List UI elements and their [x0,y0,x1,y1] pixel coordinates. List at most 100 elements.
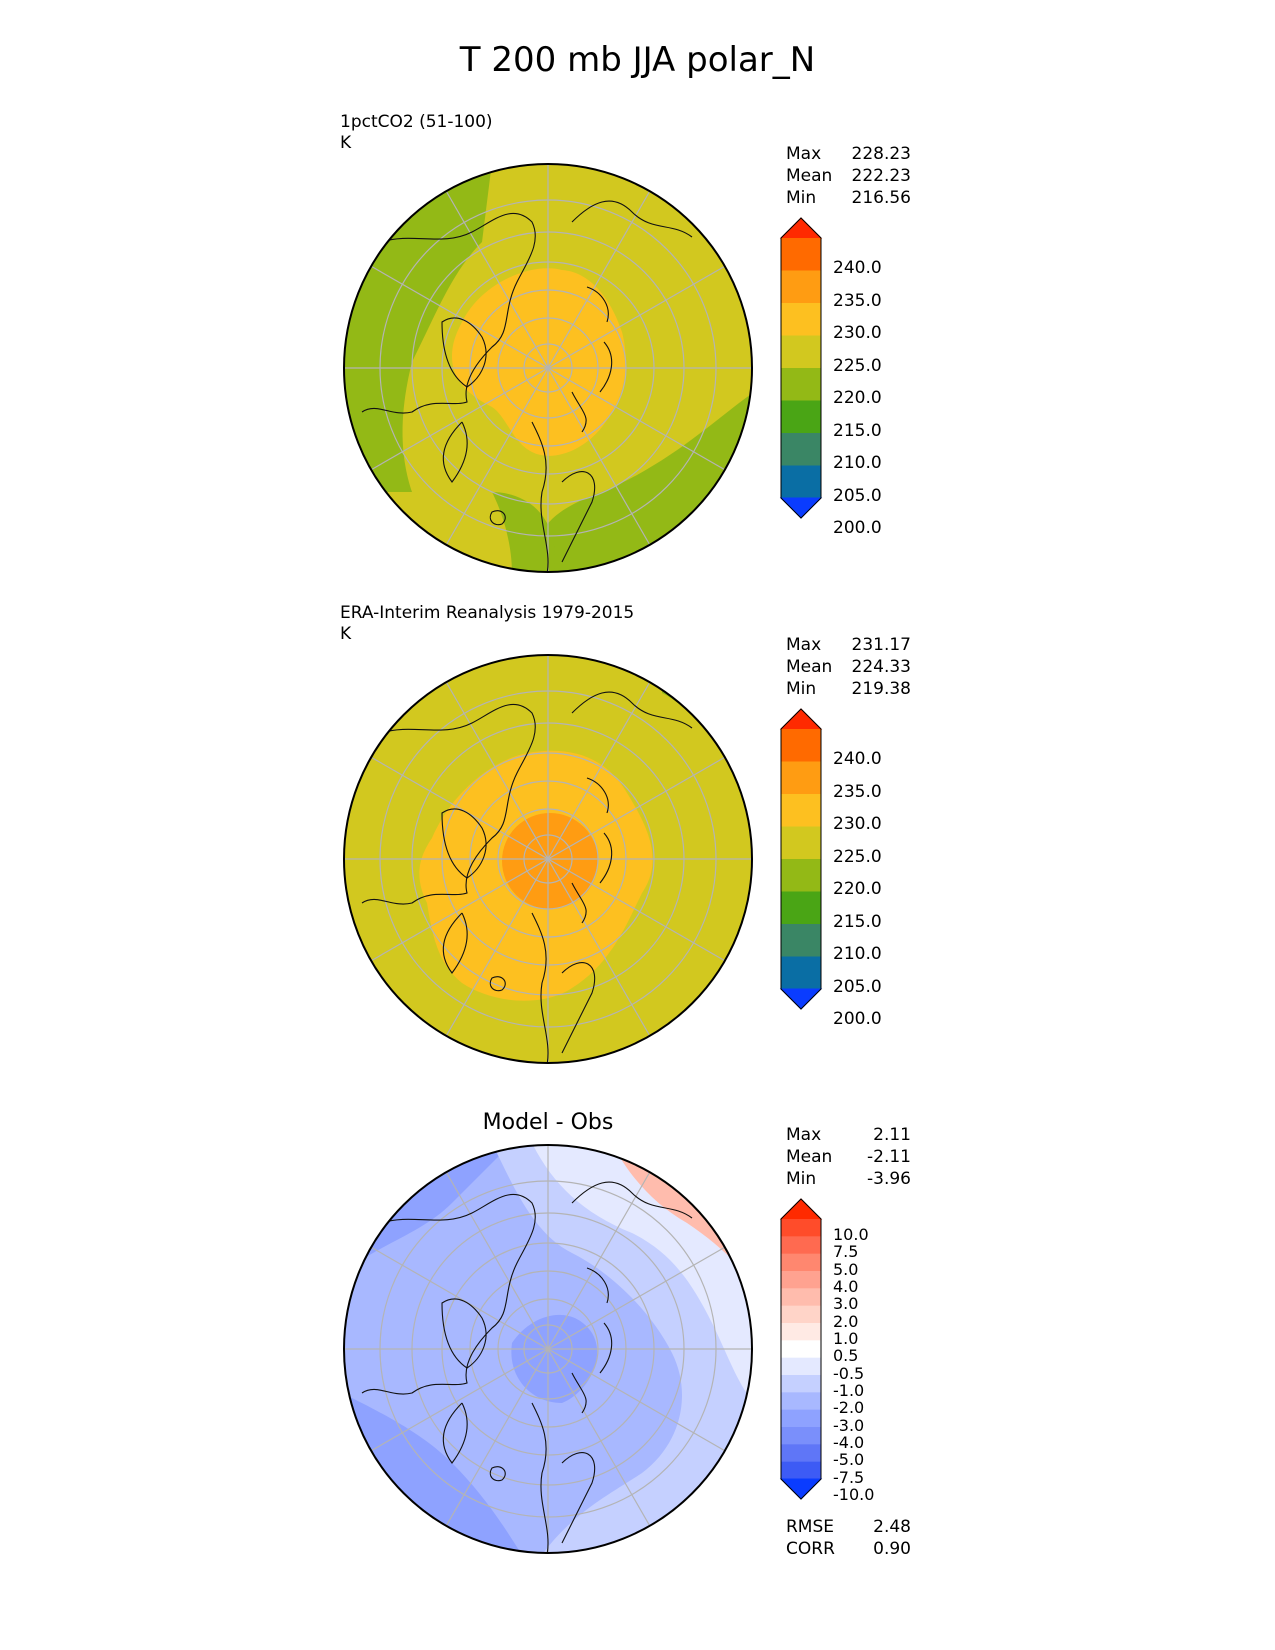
colorbar-segment [781,1357,821,1376]
colorbar-segment [781,1392,821,1411]
panel-model-units: K [340,133,352,153]
colorbar-tick-label: -3.0 [833,1415,865,1435]
colorbar-outline [780,217,822,519]
colorbar-tick-label: 205.0 [833,976,882,997]
colorbar-segment [781,335,821,369]
colorbar-segment [781,465,821,499]
graticule [344,164,752,572]
colorbar-segment [781,1375,821,1393]
stat-value: 219.38 [851,679,911,699]
colorbar-segment [781,891,821,925]
colorbar-tick-label: -0.5 [833,1363,865,1383]
colorbar-segment [781,433,821,466]
panel-obs-stats: Max 231.17 Mean 224.33 Min 219.38 [786,634,911,700]
colorbar-tick-label: 4.0 [833,1276,859,1296]
panel-model-stats: Max 228.23 Mean 222.23 Min 216.56 [786,143,911,209]
colorbar-tick-label: 225.0 [833,846,882,867]
colorbar-tick-label: 230.0 [833,814,882,834]
colorbar-tick-label: 7.5 [833,1242,859,1262]
stat-value: 224.33 [851,657,911,677]
colorbar-segment [781,1288,821,1307]
colorbar-model [779,217,823,519]
stat-label: Max [786,635,822,655]
stat-value: 2.11 [873,1125,911,1145]
stat-label: Max [786,1125,822,1145]
panel-obs-units: K [340,624,352,644]
colorbar-segment [781,1340,821,1359]
colorbar-segments [779,217,823,519]
coastlines [361,200,693,572]
colorbar-extend-top [779,708,823,730]
stat-row-max: Max 228.23 [786,143,911,165]
stat-row-mean: Mean 222.23 [786,165,911,187]
colorbar-tick-label: 215.0 [833,420,882,441]
metric-value: 0.90 [873,1539,911,1559]
colorbar-tick-label: 240.0 [833,258,882,278]
field-cool-south [492,492,556,572]
map-boundary [343,1144,753,1554]
panel-model-header: 1pctCO2 (51-100) K [340,112,493,154]
colorbar-tick-label: 0.5 [833,1346,859,1366]
colorbar-segment [781,1236,821,1255]
colorbar-tick-label: -2.0 [833,1398,865,1418]
colorbar-segment [781,761,821,795]
metric-label: RMSE [786,1517,835,1537]
colorbar-tick-label: 10.0 [833,1224,869,1244]
graticule [344,1145,752,1553]
colorbar-segment [781,826,821,860]
colorbar-segment [781,956,821,990]
stat-row-max: Max 2.11 [786,1124,911,1146]
stat-label: Max [786,144,822,164]
colorbar-tick-label: 235.0 [833,781,882,802]
colorbar-tick-label: 1.0 [833,1328,859,1348]
stat-value: 231.17 [851,635,911,655]
colorbar-tick-label: 200.0 [833,518,882,538]
metric-label: CORR [786,1539,835,1559]
colorbar-segment [781,794,821,827]
panel-diff-stats: Max 2.11 Mean -2.11 Min -3.96 [786,1124,911,1190]
colorbar-tick-label: 220.0 [833,388,882,408]
metric-value: 2.48 [873,1517,911,1537]
colorbar-segment [781,1427,821,1445]
panel-obs-header: ERA-Interim Reanalysis 1979-2015 K [340,603,634,645]
polar-map-diff [343,1144,753,1554]
colorbar-extend-bottom [779,497,823,519]
stat-label: Mean [786,1147,833,1167]
panel-diff-metrics: RMSE 2.48 CORR 0.90 [786,1516,911,1560]
graticule [344,655,752,1063]
metric-row-corr: CORR 0.90 [786,1538,911,1560]
stat-label: Min [786,679,817,699]
panel-diff-subtitle: Model - Obs [482,1110,614,1135]
stat-row-max: Max 231.17 [786,634,911,656]
panel-obs-name: ERA-Interim Reanalysis 1979-2015 [340,603,635,623]
polar-map-obs [343,654,753,1064]
colorbar-segment [781,1461,821,1480]
stat-row-min: Min 216.56 [786,187,911,209]
colorbar-tick-label: 210.0 [833,944,882,964]
stat-row-mean: Mean -2.11 [786,1146,911,1168]
metric-row-rmse: RMSE 2.48 [786,1516,911,1538]
colorbar-tick-label: 3.0 [833,1294,859,1314]
colorbar-tick-label: -10.0 [833,1484,875,1504]
colorbar-segment [781,303,821,336]
colorbar-segment [781,368,821,401]
colorbar-extend-top [779,217,823,239]
panel-model-name: 1pctCO2 (51-100) [340,112,493,132]
colorbar-segment [781,1444,821,1463]
stat-row-mean: Mean 224.33 [786,656,911,678]
stat-value: -3.96 [867,1169,911,1189]
stat-label: Min [786,1169,817,1189]
colorbar-segment [781,729,821,762]
colorbar-obs [779,708,823,1010]
stat-value: 216.56 [851,188,911,208]
colorbar-tick-label: 215.0 [833,911,882,932]
colorbar-outline [780,708,822,1010]
colorbar-segment [781,859,821,892]
colorbar-tick-label: 2.0 [833,1311,859,1331]
map-boundary [343,654,753,1064]
colorbar-tick-label: -7.5 [833,1467,865,1487]
colorbar-segment [781,1305,821,1324]
colorbar-segment [781,238,821,271]
colorbar-segment [781,1219,821,1237]
colorbar-tick-label: 200.0 [833,1009,882,1029]
